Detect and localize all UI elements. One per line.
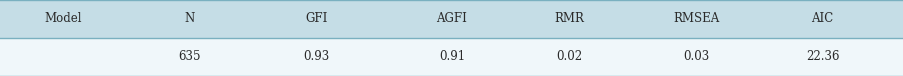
Text: 0.02: 0.02 [556, 50, 582, 64]
Text: 0.93: 0.93 [303, 50, 330, 64]
Bar [0, 0, 903, 38]
Text: AGFI: AGFI [436, 12, 467, 26]
Text: RMSEA: RMSEA [672, 12, 719, 26]
Text: RMR: RMR [554, 12, 584, 26]
Text: 0.03: 0.03 [682, 50, 709, 64]
Text: Model: Model [44, 12, 82, 26]
Text: 0.91: 0.91 [439, 50, 464, 64]
Text: 635: 635 [179, 50, 200, 64]
Text: N: N [184, 12, 195, 26]
Text: GFI: GFI [305, 12, 327, 26]
Text: AIC: AIC [811, 12, 833, 26]
Text: 22.36: 22.36 [805, 50, 839, 64]
Bar [0, 38, 903, 76]
